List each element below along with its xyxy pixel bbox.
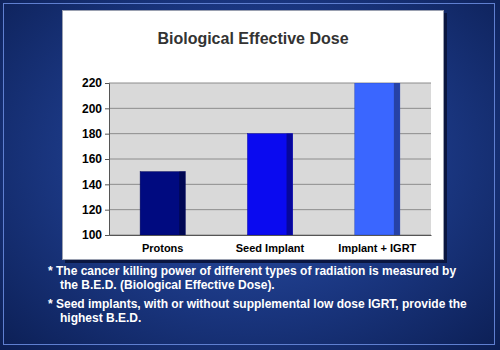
y-tick: 160: [82, 152, 109, 166]
y-tick: 100: [82, 228, 109, 242]
y-tick-mark: [105, 83, 109, 84]
y-tick: 140: [82, 178, 109, 192]
y-tick: 180: [82, 127, 109, 141]
bar-shade: [179, 172, 185, 235]
x-tick: Protons: [142, 235, 184, 254]
y-tick-label: 120: [82, 203, 102, 217]
y-tick-label: 100: [82, 228, 102, 242]
title: Biological Effective Dose: [157, 30, 348, 47]
annotation: * The cancer killing power of different …: [48, 264, 468, 292]
y-tick-mark: [105, 210, 109, 211]
chart-box: Biological Effective Dose 100 120 140 160 180…: [62, 10, 444, 260]
x-tick: Seed Implant: [236, 235, 305, 254]
y-tick: 120: [82, 203, 109, 217]
y-tick: 220: [82, 76, 109, 90]
chart: Biological Effective Dose 100 120 140 160 180…: [63, 11, 443, 259]
y-tick-label: 200: [82, 102, 102, 116]
x-axis: Protons Seed Implant Implant + IGRT: [110, 235, 432, 254]
x-axis-line: [110, 235, 432, 236]
y-axis-line: [105, 84, 110, 236]
y-tick-mark: [105, 184, 109, 185]
bar-shade: [394, 83, 400, 235]
y-tick-label: 160: [82, 152, 102, 166]
x-tick: Implant + IGRT: [338, 235, 416, 254]
x-tick-label: Implant + IGRT: [338, 242, 416, 254]
x-tick-label: Seed Implant: [236, 242, 305, 254]
bar: [140, 172, 185, 235]
annotation: * Seed implants, with or without supplem…: [48, 297, 468, 325]
y-tick-mark: [105, 108, 109, 109]
y-tick-mark: [105, 134, 109, 135]
y-tick-label: 220: [82, 76, 102, 90]
y-axis: 100 120 140 160 180 200 220: [82, 76, 110, 242]
bars: [140, 83, 400, 235]
y-tick-label: 180: [82, 127, 102, 141]
bar: [247, 134, 292, 235]
plot-area: [109, 83, 431, 235]
y-tick-mark: [105, 159, 109, 160]
y-tick-label: 140: [82, 178, 102, 192]
bar-shade: [287, 134, 293, 235]
bar: [355, 83, 400, 235]
y-tick: 200: [82, 102, 109, 116]
y-tick-mark: [105, 235, 109, 236]
grid: [109, 83, 431, 235]
x-tick-label: Protons: [142, 242, 184, 254]
notes: * The cancer killing power of different …: [48, 264, 468, 330]
